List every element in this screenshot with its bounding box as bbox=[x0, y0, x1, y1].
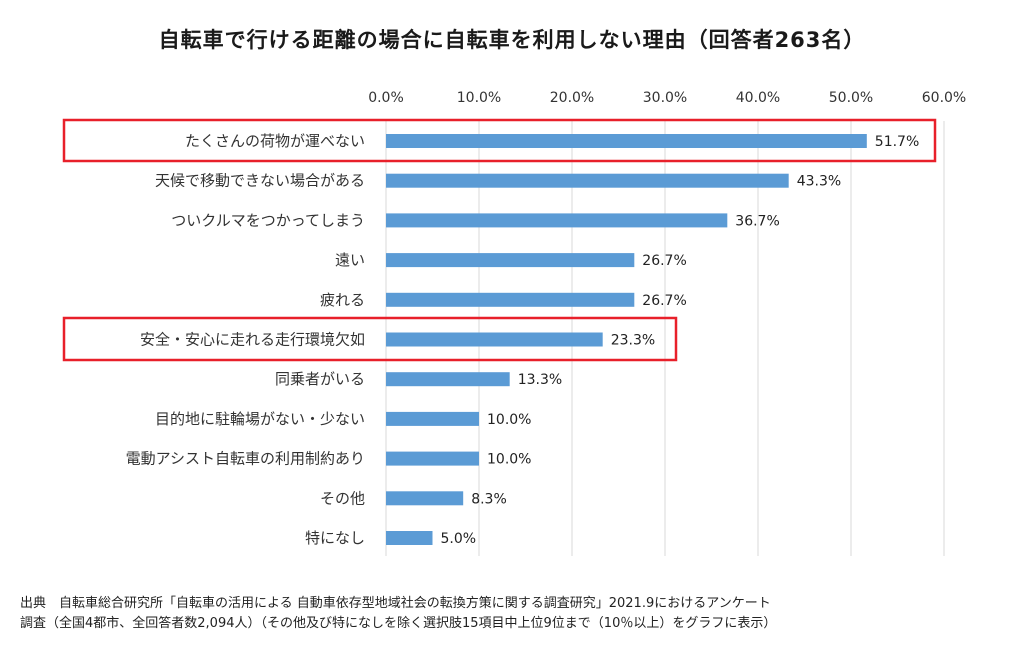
bar-chart: 0.0% 10.0% 20.0% 30.0% 40.0% 50.0% 60.0% たくさんの… bbox=[62, 90, 966, 556]
category-label: その他 bbox=[320, 489, 365, 507]
category-label: たくさんの荷物が運べない bbox=[185, 132, 365, 150]
bar bbox=[386, 173, 789, 188]
x-tick-label: 20.0% bbox=[550, 90, 594, 106]
data-label: 26.7% bbox=[642, 293, 686, 309]
category-label: 天候で移動できない場合がある bbox=[155, 172, 365, 190]
source-note: 出典 自転車総合研究所「自転車の活用による 自動車依存型地域社会の転換方策に関す… bbox=[20, 594, 1010, 634]
x-tick-label: 40.0% bbox=[736, 90, 780, 106]
source-line-1: 出典 自転車総合研究所「自転車の活用による 自動車依存型地域社会の転換方策に関す… bbox=[20, 596, 771, 611]
category-label: 電動アシスト自転車の利用制約あり bbox=[126, 450, 365, 468]
category-label: 安全・安心に走れる走行環境欠如 bbox=[140, 331, 365, 349]
category-label: ついクルマをつかってしまう bbox=[171, 211, 365, 229]
bar bbox=[386, 531, 433, 545]
category-label: 同乗者がいる bbox=[275, 370, 365, 388]
bar bbox=[386, 332, 603, 347]
data-label: 43.3% bbox=[797, 174, 841, 190]
bar bbox=[386, 213, 728, 228]
category-labels: たくさんの荷物が運べない天候で移動できない場合があるついクルマをつかってしまう遠… bbox=[126, 132, 365, 547]
data-label: 51.7% bbox=[875, 134, 919, 150]
category-label: 遠い bbox=[335, 251, 365, 269]
data-label: 10.0% bbox=[487, 452, 531, 468]
data-label: 10.0% bbox=[487, 412, 531, 428]
bar bbox=[386, 292, 635, 307]
data-label: 13.3% bbox=[518, 372, 562, 388]
category-label: 特になし bbox=[305, 529, 365, 547]
data-label: 23.3% bbox=[611, 333, 655, 349]
chart-title: 自転車で行ける距離の場合に自転車を利用しない理由（回答者263名） bbox=[158, 28, 866, 52]
source-line-2: 調査（全国4都市、全回答者数2,094人）（その他及び特になしを除く選択肢15項… bbox=[20, 616, 777, 631]
highlight-boxes bbox=[62, 118, 937, 362]
x-tick-label: 50.0% bbox=[829, 90, 873, 106]
x-tick-label: 10.0% bbox=[457, 90, 501, 106]
bar bbox=[386, 253, 635, 268]
category-label: 疲れる bbox=[320, 291, 365, 309]
highlight-box bbox=[62, 118, 937, 163]
highlight-box bbox=[62, 316, 678, 362]
data-label: 36.7% bbox=[735, 213, 779, 229]
category-label: 目的地に駐輪場がない・少ない bbox=[155, 410, 365, 428]
bar bbox=[386, 134, 867, 148]
x-tick-label: 0.0% bbox=[368, 90, 404, 106]
x-axis-ticks: 0.0% 10.0% 20.0% 30.0% 40.0% 50.0% 60.0% bbox=[368, 90, 966, 106]
bar bbox=[386, 491, 464, 506]
x-tick-label: 30.0% bbox=[643, 90, 687, 106]
bar bbox=[386, 451, 479, 466]
data-label: 26.7% bbox=[642, 253, 686, 269]
bar bbox=[386, 372, 510, 387]
data-label: 5.0% bbox=[441, 531, 477, 547]
bar bbox=[386, 411, 479, 426]
bars bbox=[386, 134, 867, 545]
data-labels: 51.7% 43.3% 36.7% 26.7% 26.7% 23.3% 13.3% 10.0%… bbox=[441, 134, 920, 547]
x-tick-label: 60.0% bbox=[922, 90, 966, 106]
data-label: 8.3% bbox=[471, 491, 507, 507]
